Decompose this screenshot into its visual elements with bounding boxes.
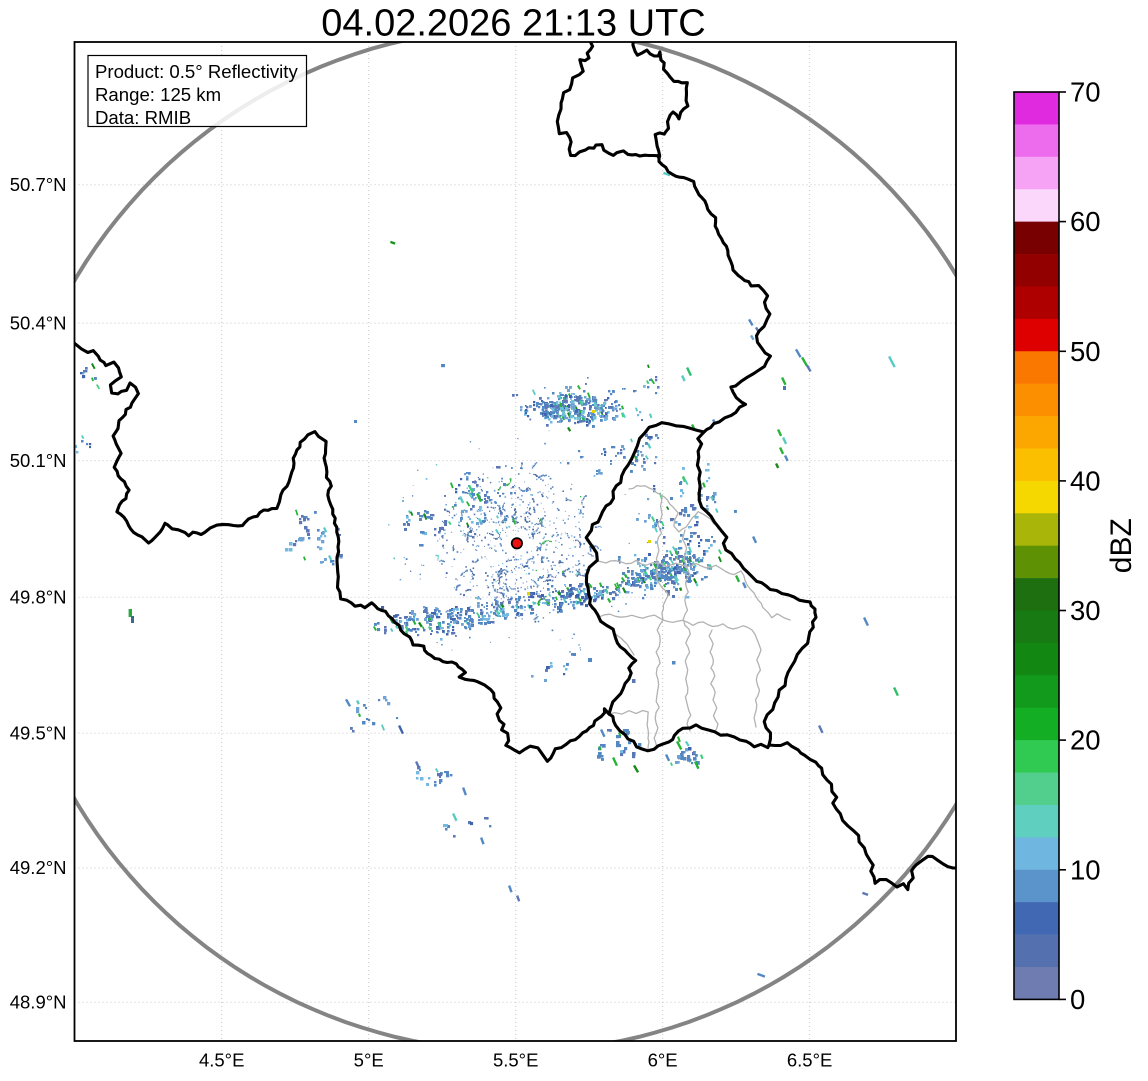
svg-text:5°E: 5°E bbox=[354, 1050, 384, 1071]
svg-text:50.7°N: 50.7°N bbox=[10, 174, 67, 195]
svg-text:10: 10 bbox=[1070, 854, 1101, 885]
svg-text:04.02.2026 21:13 UTC: 04.02.2026 21:13 UTC bbox=[321, 3, 706, 45]
svg-text:0: 0 bbox=[1070, 984, 1085, 1015]
svg-text:49.2°N: 49.2°N bbox=[10, 857, 67, 878]
svg-text:4.5°E: 4.5°E bbox=[199, 1050, 244, 1071]
svg-text:6°E: 6°E bbox=[648, 1050, 678, 1071]
svg-text:48.9°N: 48.9°N bbox=[10, 991, 67, 1012]
svg-text:49.5°N: 49.5°N bbox=[10, 722, 67, 743]
svg-text:49.8°N: 49.8°N bbox=[10, 586, 67, 607]
svg-text:60: 60 bbox=[1070, 206, 1101, 237]
svg-text:Product: 0.5° Reflectivity: Product: 0.5° Reflectivity bbox=[95, 61, 298, 82]
svg-text:Range: 125 km: Range: 125 km bbox=[95, 84, 221, 105]
svg-text:Data: RMIB: Data: RMIB bbox=[95, 107, 191, 128]
svg-text:40: 40 bbox=[1070, 465, 1101, 496]
svg-text:50: 50 bbox=[1070, 336, 1101, 367]
svg-text:6.5°E: 6.5°E bbox=[787, 1050, 832, 1071]
svg-text:30: 30 bbox=[1070, 595, 1101, 626]
svg-text:20: 20 bbox=[1070, 725, 1101, 756]
svg-text:5.5°E: 5.5°E bbox=[493, 1050, 538, 1071]
svg-text:dBZ: dBZ bbox=[1105, 518, 1138, 573]
svg-text:50.1°N: 50.1°N bbox=[10, 450, 67, 471]
svg-text:50.4°N: 50.4°N bbox=[10, 312, 67, 333]
svg-text:70: 70 bbox=[1070, 77, 1101, 108]
